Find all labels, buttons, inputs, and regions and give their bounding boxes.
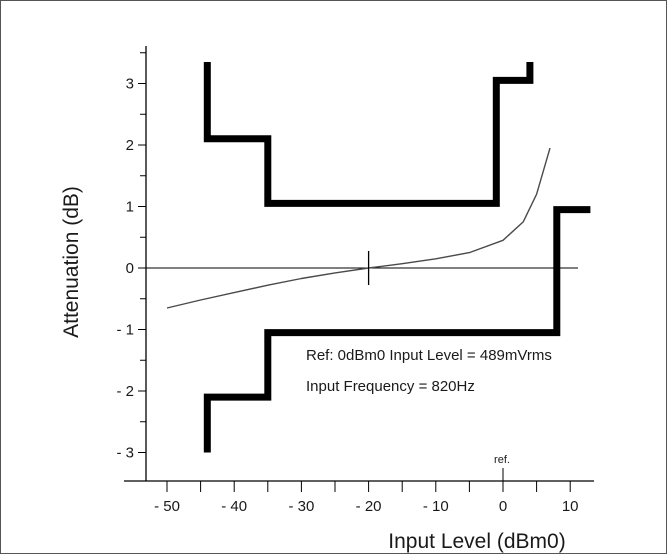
series-group xyxy=(166,62,591,453)
x-tick-label: - 50 xyxy=(154,498,180,515)
measured-response-line xyxy=(166,147,551,309)
y-tick-label: - 2 xyxy=(116,383,134,400)
x-tick-label: 0 xyxy=(499,498,507,515)
y-tick-label: 1 xyxy=(126,199,134,216)
annotation-frequency: Input Frequency = 820Hz xyxy=(306,378,475,395)
x-tick-label: 10 xyxy=(562,498,579,515)
x-tick-label: - 10 xyxy=(423,498,449,515)
y-tick-label: - 3 xyxy=(116,445,134,462)
labels: Attenuation (dB) Input Level (dBm0) Ref:… xyxy=(60,186,566,553)
y-axis-title: Attenuation (dB) xyxy=(60,186,83,338)
lower-limit-mask-line xyxy=(203,206,591,453)
upper-limit-mask-line xyxy=(203,62,534,207)
x-tick-label: - 30 xyxy=(288,498,314,515)
y-tick-label: 0 xyxy=(126,260,134,277)
x-axis-title: Input Level (dBm0) xyxy=(388,530,565,553)
annotation-reference: Ref: 0dBm0 Input Level = 489mVrms xyxy=(306,347,552,364)
y-tick-label: - 1 xyxy=(116,322,134,339)
x-tick-label: - 20 xyxy=(356,498,382,515)
x-tick-label: - 40 xyxy=(221,498,247,515)
y-tick-label: 2 xyxy=(126,137,134,154)
y-tick-label: 3 xyxy=(126,76,134,93)
reference-label: ref. xyxy=(494,454,510,466)
